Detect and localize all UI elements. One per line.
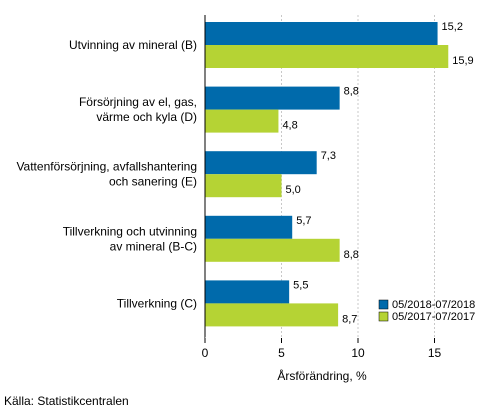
- category-label-4: Tillverkning (C): [117, 296, 197, 310]
- value-label-series1-cat0: 15,9: [452, 55, 473, 67]
- legend-label-1: 05/2017-07/2017: [392, 311, 475, 323]
- x-tick-label-0: 0: [202, 346, 209, 360]
- x-tick-label-15: 15: [428, 346, 442, 360]
- bar-series0-cat2: [205, 151, 317, 175]
- category-labels: Utvinning av mineral (B) Försörjning av e…: [16, 38, 197, 310]
- bar-series1-cat4: [205, 303, 339, 327]
- bars: [205, 22, 449, 327]
- value-label-series1-cat2: 5,0: [286, 184, 301, 196]
- category-label-line: Tillverkning (C): [117, 296, 197, 310]
- value-label-series0-cat0: 15,2: [442, 21, 463, 33]
- legend-label-0: 05/2018-07/2018: [392, 299, 475, 311]
- category-label-0: Utvinning av mineral (B): [69, 38, 197, 52]
- category-label-2: Vattenförsörjning, avfallshantering och s…: [16, 160, 197, 189]
- bar-series0-cat1: [205, 86, 340, 110]
- legend-swatch-1: [378, 311, 389, 322]
- value-label-series0-cat3: 5,7: [296, 215, 311, 227]
- value-labels: 15,2 15,9 8,8 4,8 7,3 5,0 5,7 8,8 5,5 8,7: [282, 21, 473, 325]
- bar-series1-cat0: [205, 45, 449, 68]
- x-axis-title: Årsförändring, %: [277, 368, 367, 383]
- bar-series0-cat0: [205, 22, 438, 45]
- x-tick-label-5: 5: [278, 346, 285, 360]
- category-label-line: av mineral (B-C): [110, 239, 197, 253]
- category-label-line: värme och kyla (D): [96, 110, 197, 124]
- bar-series1-cat1: [205, 109, 279, 133]
- category-label-line: Tillverkning och utvinning: [63, 224, 197, 238]
- bar-series1-cat3: [205, 238, 340, 262]
- x-tick-label-10: 10: [351, 346, 365, 360]
- bar-series0-cat3: [205, 215, 293, 239]
- category-label-line: Vattenförsörjning, avfallshantering: [16, 160, 197, 174]
- value-label-series0-cat1: 8,8: [344, 86, 359, 98]
- value-label-series0-cat4: 5,5: [293, 279, 308, 291]
- value-label-series1-cat4: 8,7: [342, 313, 357, 325]
- category-label-line: Utvinning av mineral (B): [69, 38, 197, 52]
- x-axis-ticks: 0 5 10 15: [202, 337, 481, 360]
- category-label-3: Tillverkning och utvinning av mineral (B-…: [63, 224, 197, 253]
- category-label-1: Försörjning av el, gas, värme och kyla (D…: [79, 95, 197, 124]
- bar-series1-cat2: [205, 174, 282, 198]
- value-label-series1-cat1: 4,8: [282, 120, 297, 132]
- bar-series0-cat4: [205, 280, 290, 304]
- value-label-series1-cat3: 8,8: [344, 249, 359, 261]
- category-label-line: och sanering (E): [109, 175, 197, 189]
- category-label-line: Försörjning av el, gas,: [79, 95, 197, 109]
- legend-swatch-0: [378, 299, 389, 310]
- source-note: Källa: Statistikcentralen: [4, 394, 129, 408]
- value-label-series0-cat2: 7,3: [321, 150, 336, 162]
